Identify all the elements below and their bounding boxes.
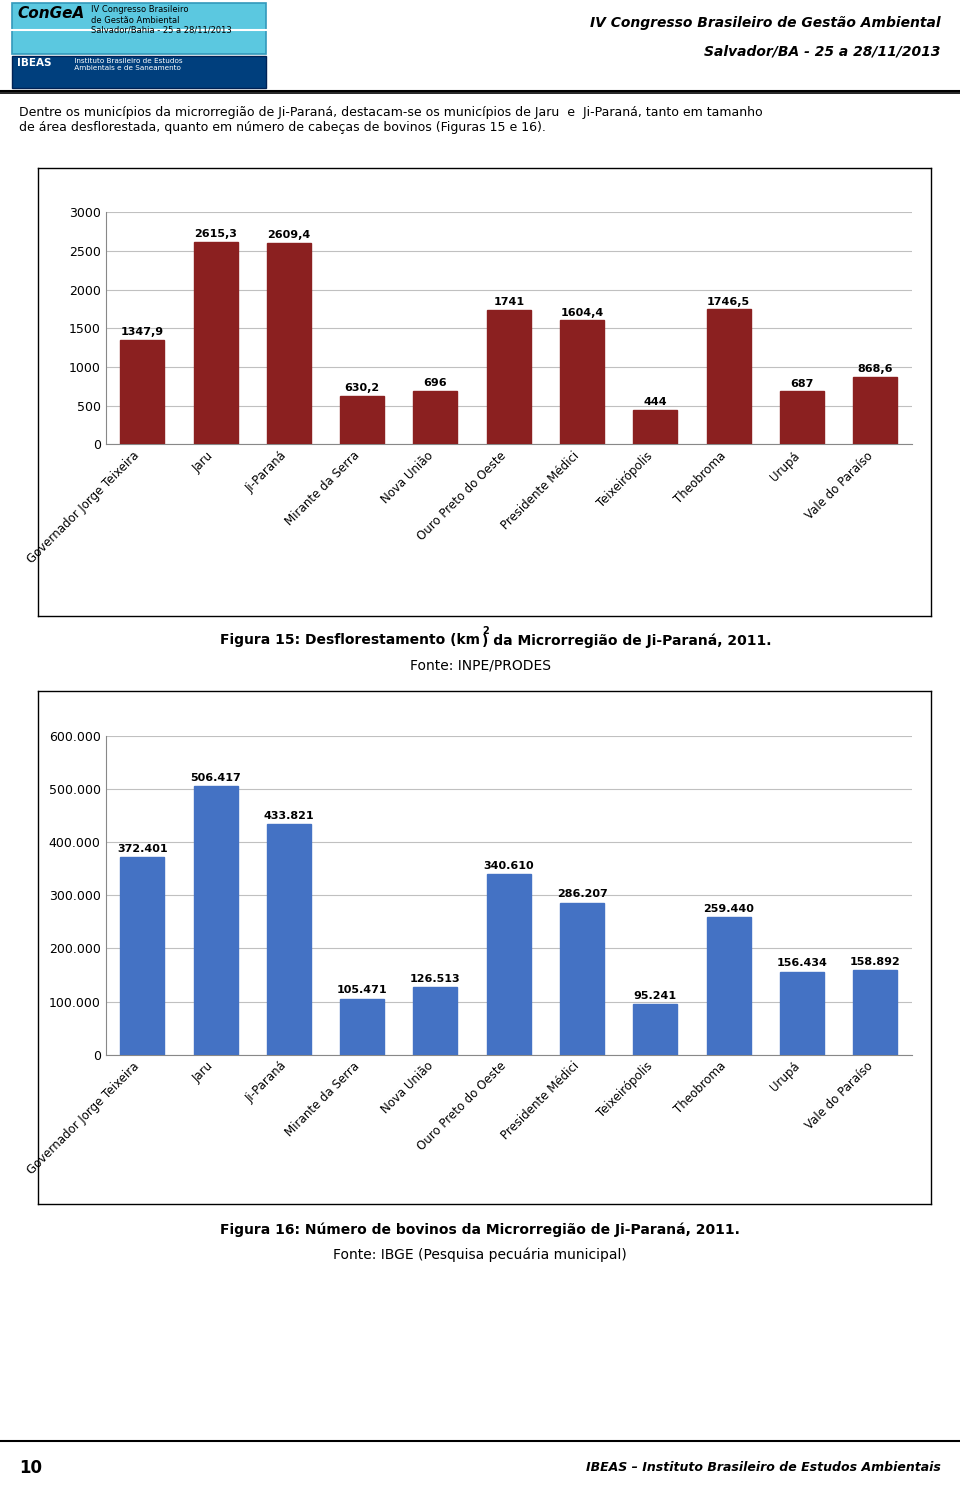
Text: Fonte: IBGE (Pesquisa pecuária municipal): Fonte: IBGE (Pesquisa pecuária municipal…	[333, 1248, 627, 1263]
Bar	[634, 1004, 678, 1055]
Bar	[487, 874, 531, 1055]
Text: 156.434: 156.434	[777, 959, 828, 968]
Bar	[12, 3, 266, 54]
Text: IV Congresso Brasileiro
de Gestão Ambiental
Salvador/Bahia - 25 a 28/11/2013: IV Congresso Brasileiro de Gestão Ambien…	[91, 4, 232, 34]
Bar	[560, 320, 604, 444]
Bar	[487, 310, 531, 444]
Text: IV Congresso Brasileiro de Gestão Ambiental: IV Congresso Brasileiro de Gestão Ambien…	[590, 16, 941, 30]
Text: Figura 15: Desflorestamento (km: Figura 15: Desflorestamento (km	[220, 633, 480, 648]
Text: Instituto Brasileiro de Estudos
 Ambientais e de Saneamento: Instituto Brasileiro de Estudos Ambienta…	[72, 58, 182, 70]
Text: 105.471: 105.471	[337, 986, 388, 995]
Text: 444: 444	[643, 398, 667, 407]
Text: 95.241: 95.241	[634, 990, 677, 1001]
Bar	[707, 917, 751, 1055]
Text: 696: 696	[423, 378, 447, 387]
Text: 1604,4: 1604,4	[561, 308, 604, 317]
Text: 2: 2	[482, 627, 489, 636]
Bar	[414, 987, 458, 1055]
Bar	[12, 55, 266, 88]
Text: Dentre os municípios da microrregião de Ji-Paraná, destacam-se os municípios de : Dentre os municípios da microrregião de …	[19, 106, 763, 133]
Bar	[414, 390, 458, 444]
Bar	[194, 785, 237, 1055]
Text: ) da Microrregião de Ji-Paraná, 2011.: ) da Microrregião de Ji-Paraná, 2011.	[482, 633, 772, 648]
Text: 286.207: 286.207	[557, 890, 608, 899]
Text: 687: 687	[790, 378, 814, 389]
Bar	[853, 971, 898, 1055]
Bar	[780, 392, 824, 444]
Text: 10: 10	[19, 1459, 42, 1477]
Text: 630,2: 630,2	[345, 383, 380, 393]
Text: IBEAS – Instituto Brasileiro de Estudos Ambientais: IBEAS – Instituto Brasileiro de Estudos …	[586, 1462, 941, 1474]
Text: 1347,9: 1347,9	[121, 328, 164, 338]
Text: 372.401: 372.401	[117, 844, 168, 854]
Bar	[267, 242, 311, 444]
Text: 1746,5: 1746,5	[708, 296, 751, 307]
Bar	[853, 377, 898, 444]
Text: Figura 16: Número de bovinos da Microrregião de Ji-Paraná, 2011.: Figura 16: Número de bovinos da Microrre…	[220, 1222, 740, 1237]
Text: 2615,3: 2615,3	[194, 229, 237, 239]
Bar	[340, 395, 384, 444]
Text: 340.610: 340.610	[484, 860, 534, 871]
Text: 158.892: 158.892	[850, 957, 900, 966]
Bar	[634, 410, 678, 444]
Bar	[707, 310, 751, 444]
Text: 506.417: 506.417	[190, 772, 241, 782]
Text: 868,6: 868,6	[857, 365, 893, 374]
Text: 126.513: 126.513	[410, 974, 461, 984]
Bar	[194, 242, 237, 444]
Text: Salvador/BA - 25 a 28/11/2013: Salvador/BA - 25 a 28/11/2013	[705, 43, 941, 58]
Bar	[120, 340, 164, 444]
Text: 1741: 1741	[493, 298, 524, 307]
Text: 259.440: 259.440	[704, 904, 755, 914]
Bar	[340, 999, 384, 1055]
Bar	[120, 857, 164, 1055]
Text: 2609,4: 2609,4	[267, 230, 310, 239]
Text: ConGeA: ConGeA	[17, 6, 84, 21]
Bar	[780, 971, 824, 1055]
Text: Fonte: INPE/PRODES: Fonte: INPE/PRODES	[410, 658, 550, 673]
Text: 433.821: 433.821	[264, 811, 314, 821]
Bar	[560, 902, 604, 1055]
Text: IBEAS: IBEAS	[17, 58, 52, 69]
Bar	[267, 824, 311, 1055]
